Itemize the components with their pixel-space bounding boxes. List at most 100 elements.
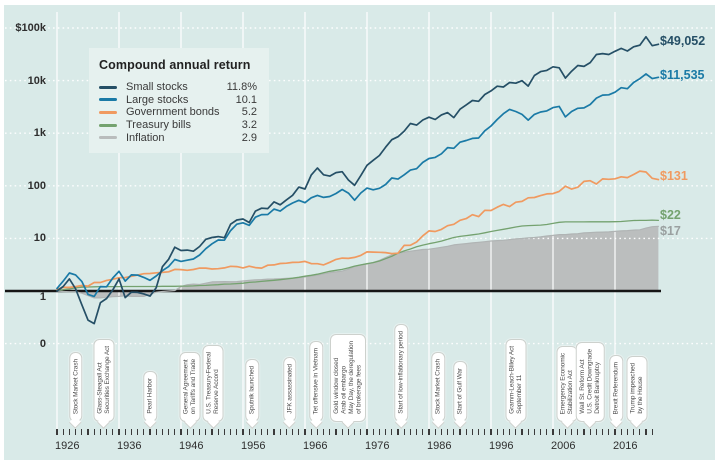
legend-panel: Compound annual return Small stocks 11.8%… bbox=[89, 48, 269, 153]
event-flag-line: Reserve Accord bbox=[213, 369, 221, 414]
event-flag: Stock Market Crash bbox=[68, 351, 83, 429]
x-tick bbox=[515, 429, 517, 435]
y-axis-label: $100k bbox=[15, 22, 46, 34]
x-tick bbox=[267, 429, 269, 435]
x-tick bbox=[316, 429, 319, 435]
event-flag: Tet offensive in Vietnam bbox=[309, 340, 323, 429]
x-tick bbox=[577, 429, 579, 435]
y-axis-label: 1k bbox=[33, 127, 46, 140]
x-tick bbox=[118, 429, 120, 435]
event-flag-box: Stock Market Crash bbox=[68, 351, 83, 422]
x-tick bbox=[136, 429, 139, 435]
event-flag: Wall St. Reform Act U.S. Credit Downgrade… bbox=[575, 342, 605, 429]
x-tick bbox=[124, 429, 126, 435]
x-tick bbox=[446, 429, 449, 435]
x-tick bbox=[273, 429, 275, 435]
x-tick bbox=[471, 429, 474, 435]
event-flag-box: Start of Gulf War bbox=[453, 360, 467, 422]
legend-series-name: Large stocks bbox=[126, 93, 189, 106]
event-flag: Glass-Steagall Act Securities Exchange Ac… bbox=[93, 339, 114, 429]
event-flag-line: Securities Exchange Act bbox=[103, 346, 111, 414]
end-label-treasury-bills: $22 bbox=[660, 207, 681, 222]
x-tick bbox=[87, 429, 89, 435]
event-flag-line: Stock Market Crash bbox=[434, 358, 442, 414]
x-tick bbox=[539, 429, 542, 435]
x-tick bbox=[130, 429, 133, 435]
x-tick bbox=[564, 429, 567, 435]
x-tick bbox=[484, 429, 486, 435]
inflation-area bbox=[57, 226, 659, 298]
event-flag-line: Pearl Harbor bbox=[146, 378, 154, 414]
event-flag: Sputnik launched bbox=[245, 358, 260, 429]
x-tick bbox=[651, 429, 653, 435]
x-tick bbox=[155, 429, 157, 435]
legend-series-name: Inflation bbox=[126, 131, 165, 144]
x-tick bbox=[335, 429, 337, 435]
x-tick bbox=[496, 429, 498, 435]
x-tick bbox=[279, 429, 281, 435]
x-tick bbox=[167, 429, 170, 435]
x-tick bbox=[161, 429, 164, 435]
x-tick-label: 1986 bbox=[427, 440, 452, 452]
x-tick bbox=[341, 429, 343, 435]
x-tick bbox=[546, 429, 548, 435]
x-tick bbox=[384, 429, 387, 435]
event-flag: Start of Gulf War bbox=[453, 360, 467, 429]
event-flag-line: Trump impeached bbox=[629, 363, 637, 414]
event-flag-box: Emergency Economic Stabilization Act bbox=[556, 345, 578, 422]
y-axis-label: 100 bbox=[27, 179, 46, 192]
event-flag-text: Tet offensive in Vietnam bbox=[312, 348, 320, 414]
x-tick bbox=[589, 429, 591, 435]
x-tick bbox=[322, 429, 325, 435]
series-line-government-bonds bbox=[56, 170, 660, 291]
x-tick bbox=[68, 429, 71, 435]
event-flag-text: Glass-Steagall Act Securities Exchange Ac… bbox=[96, 346, 111, 414]
event-flag-text: U.S. Treasury-Federal Reserve Accord bbox=[206, 352, 221, 414]
x-tick bbox=[570, 429, 573, 435]
legend-series-return: 2.9 bbox=[241, 131, 257, 144]
x-tick bbox=[403, 429, 405, 435]
legend-series-name: Small stocks bbox=[126, 81, 188, 94]
x-tick bbox=[291, 429, 294, 435]
event-flag-text: Pearl Harbor bbox=[146, 378, 154, 414]
event-flag-text: JFK assassinated bbox=[286, 364, 294, 414]
x-tick bbox=[558, 429, 560, 435]
x-tick bbox=[372, 429, 374, 435]
x-tick bbox=[583, 429, 585, 435]
event-flag-line: JFK assassinated bbox=[285, 364, 293, 414]
x-tick bbox=[614, 429, 616, 435]
x-tick-label: 1976 bbox=[365, 440, 390, 452]
x-tick bbox=[223, 429, 226, 435]
event-flag: Brexit Referendum bbox=[609, 354, 623, 429]
x-tick bbox=[304, 429, 306, 435]
x-tick bbox=[459, 429, 461, 435]
event-flag-box: General Agreement on Tariffs and Trade bbox=[179, 351, 201, 422]
event-flag-box: Start of low-inflationary period bbox=[394, 324, 408, 422]
x-tick bbox=[626, 429, 629, 435]
legend-item: Large stocks 10.1 bbox=[99, 94, 257, 107]
x-tick bbox=[174, 429, 176, 435]
legend-series-return: 10.1 bbox=[235, 93, 257, 106]
y-axis-label: 1 bbox=[39, 291, 46, 303]
x-tick bbox=[608, 429, 610, 435]
event-flag-line: on Tariffs and Trade bbox=[190, 358, 198, 414]
x-tick bbox=[74, 429, 77, 435]
x-tick bbox=[552, 429, 554, 435]
event-flag-line: Tet offensive in Vietnam bbox=[312, 347, 320, 414]
event-flag-box: Stock Market Crash bbox=[431, 351, 446, 422]
legend-series-return: 3.2 bbox=[241, 119, 257, 132]
event-flag-box: U.S. Treasury-Federal Reserve Accord bbox=[202, 345, 224, 422]
x-tick bbox=[632, 429, 635, 435]
x-tick bbox=[56, 429, 58, 435]
event-flag-line: Stock Market Crash bbox=[71, 358, 79, 414]
x-tick bbox=[477, 429, 480, 435]
x-tick bbox=[242, 429, 244, 435]
series-line-large-stocks bbox=[56, 73, 660, 298]
x-tick bbox=[465, 429, 467, 435]
x-tick bbox=[81, 429, 83, 435]
series-line-small-stocks bbox=[56, 35, 660, 325]
x-tick bbox=[62, 429, 64, 435]
event-flag: Trump impeached by the House bbox=[626, 356, 648, 429]
x-tick bbox=[260, 429, 263, 435]
legend-item: Treasury bills 3.2 bbox=[99, 119, 257, 132]
